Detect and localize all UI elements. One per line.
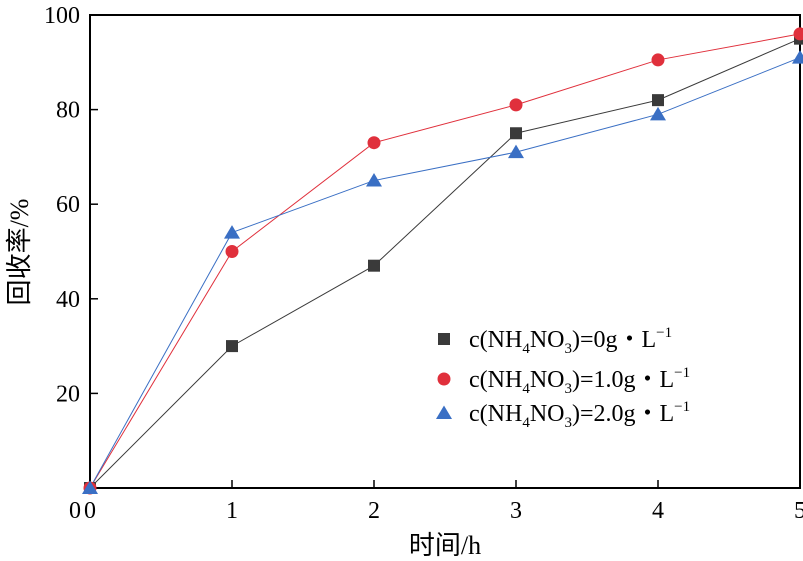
series-square-point — [510, 127, 522, 140]
series-markers — [82, 27, 803, 495]
y-tick-label: 60 — [56, 192, 80, 218]
x-tick-label: 5 — [794, 498, 803, 524]
series-triangle-point — [366, 173, 382, 187]
y-tick-label: 40 — [56, 287, 80, 313]
series-circle-point — [793, 27, 803, 41]
y-tick-label: 20 — [56, 381, 80, 407]
legend-label: c(NH4NO3)=1.0g・L−1 — [469, 365, 690, 397]
plot-frame — [89, 14, 801, 489]
y-tick-label: 100 — [44, 3, 80, 29]
series-triangle-point — [224, 225, 240, 239]
legend: c(NH4NO3)=0g・L−1c(NH4NO3)=1.0g・L−1c(NH4N… — [436, 325, 690, 431]
legend-label-part: 3 — [564, 381, 572, 397]
legend-label-part: )=1.0g・L — [572, 367, 674, 393]
series-square-point — [226, 340, 238, 353]
legend-label-part: NO — [530, 327, 565, 353]
series-circle-point — [225, 245, 239, 258]
x-tick-label: 3 — [510, 498, 522, 524]
series-circle-line — [89, 33, 801, 489]
series-square-point — [652, 94, 664, 107]
y-tick-label: 80 — [56, 98, 80, 124]
legend-label-part: −1 — [674, 399, 690, 415]
series-lines — [89, 33, 801, 489]
legend-label: c(NH4NO3)=0g・L−1 — [469, 325, 672, 357]
legend-label: c(NH4NO3)=2.0g・L−1 — [469, 399, 690, 431]
series-triangle-line — [89, 57, 801, 489]
legend-circle-marker — [437, 372, 451, 386]
legend-label-part: 4 — [522, 415, 530, 431]
series-triangle-point — [792, 50, 803, 64]
legend-label-part: NO — [530, 401, 565, 427]
legend-label-part: −1 — [656, 325, 672, 341]
x-tick-label: 4 — [652, 498, 664, 524]
legend-triangle-marker — [436, 405, 452, 419]
legend-label-part: c(NH — [469, 401, 522, 427]
legend-label-part: 4 — [522, 381, 530, 397]
series-triangle-point — [650, 106, 666, 121]
legend-label-part: NO — [530, 367, 565, 393]
legend-label-part: )=2.0g・L — [572, 401, 674, 427]
series-circle-point — [367, 136, 381, 150]
legend-label-part: )=0g・L — [572, 327, 656, 353]
x-tick-label: 2 — [368, 498, 380, 524]
legend-label-part: c(NH — [469, 327, 522, 353]
legend-label-part: 3 — [564, 341, 572, 357]
series-triangle-point — [508, 144, 524, 159]
x-axis-title: 时间/h — [409, 531, 481, 560]
legend-label-part: 4 — [522, 341, 530, 357]
series-triangle-point — [82, 480, 98, 494]
legend-label-part: −1 — [674, 365, 690, 381]
x-tick-label: 1 — [226, 498, 238, 524]
legend-label-part: 3 — [564, 415, 572, 431]
y-origin-label: 0 — [69, 498, 81, 524]
legend-label-part: c(NH — [469, 367, 522, 393]
series-square-point — [368, 259, 380, 272]
series-circle-point — [651, 53, 665, 67]
y-axis-title: 回收率/% — [5, 199, 34, 306]
x-tick-label: 0 — [84, 498, 96, 524]
legend-square-marker — [438, 333, 450, 345]
series-square-line — [89, 38, 801, 489]
series-circle-point — [509, 98, 523, 112]
